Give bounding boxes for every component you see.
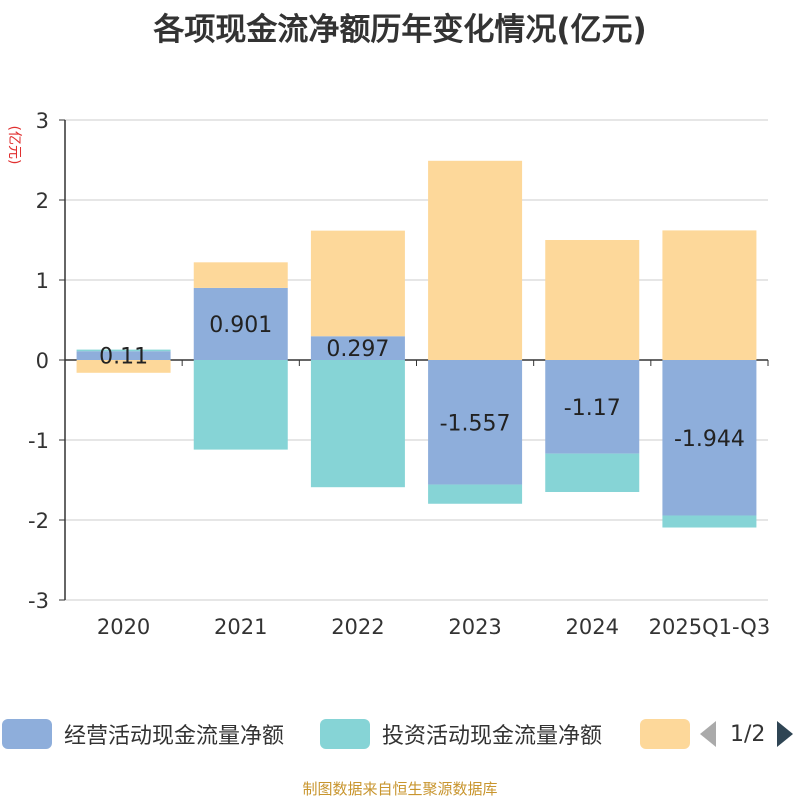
data-label: 0.11 xyxy=(99,345,148,370)
legend-item-operating[interactable]: 经营活动现金流量净额 xyxy=(2,718,284,750)
y-tick-label: 1 xyxy=(36,269,49,293)
bar-series-2 xyxy=(545,240,640,360)
bar-series-2 xyxy=(193,262,288,288)
legend: 经营活动现金流量净额 投资活动现金流量净额 1/2 xyxy=(0,714,800,754)
legend-item-investing[interactable]: 投资活动现金流量净额 xyxy=(320,718,602,750)
x-tick-label: 2024 xyxy=(566,615,619,639)
chart-title: 各项现金流净额历年变化情况(亿元) xyxy=(153,12,647,48)
chart-plot: (亿元) 3 2 1 0 -1 -2 -3 2020 2021 2022 2023 2024 2025Q1… xyxy=(6,109,771,639)
bar-series-2 xyxy=(662,230,757,360)
data-label: -1.557 xyxy=(440,411,511,436)
y-tick-label: -3 xyxy=(28,589,49,613)
y-tick-label: 3 xyxy=(36,109,49,133)
bar-series-1 xyxy=(310,360,405,488)
pager-next-arrow-icon[interactable] xyxy=(777,721,794,747)
bar-series-1 xyxy=(193,360,288,450)
data-label: 0.297 xyxy=(326,337,389,362)
source-note: 制图数据来自恒生聚源数据库 xyxy=(302,780,498,798)
x-tick-label: 2020 xyxy=(97,615,150,639)
bar-series-1 xyxy=(428,484,523,504)
x-tick-label: 2022 xyxy=(331,615,384,639)
legend-pager: 1/2 xyxy=(700,718,794,750)
bar-series-0 xyxy=(545,360,640,454)
pager-text: 1/2 xyxy=(730,721,766,747)
legend-swatch-third xyxy=(640,719,690,749)
bar-series-0 xyxy=(428,360,523,485)
pager-prev-arrow-icon[interactable] xyxy=(700,721,716,747)
x-tick-label: 2023 xyxy=(448,615,501,639)
bar-series-0 xyxy=(193,287,288,360)
data-label: -1.944 xyxy=(674,427,745,452)
bar-series-2 xyxy=(76,360,171,373)
bar-series-2 xyxy=(428,160,523,360)
bar-series-1 xyxy=(545,453,640,492)
y-axis-title: (亿元) xyxy=(6,126,22,165)
data-label: -1.17 xyxy=(564,396,621,421)
y-tick-label: -2 xyxy=(28,509,49,533)
x-tick-label: 2025Q1-Q3 xyxy=(649,615,771,639)
legend-item-third[interactable] xyxy=(640,718,702,750)
bar-series-0 xyxy=(76,351,171,360)
bar-series-1 xyxy=(76,349,171,352)
legend-label-investing: 投资活动现金流量净额 xyxy=(382,724,603,749)
bar-series-1 xyxy=(662,515,757,528)
bar-series-2 xyxy=(310,230,405,337)
y-tick-label: -1 xyxy=(28,429,49,453)
legend-swatch-investing xyxy=(320,719,370,749)
y-tick-label: 0 xyxy=(36,349,49,373)
bar-series-0 xyxy=(662,360,757,516)
bar-series-0 xyxy=(310,336,405,360)
legend-label-operating: 经营活动现金流量净额 xyxy=(64,724,285,749)
legend-swatch-operating xyxy=(2,719,52,749)
y-tick-label: 2 xyxy=(36,189,49,213)
x-tick-label: 2021 xyxy=(214,615,267,639)
data-label: 0.901 xyxy=(209,313,272,338)
